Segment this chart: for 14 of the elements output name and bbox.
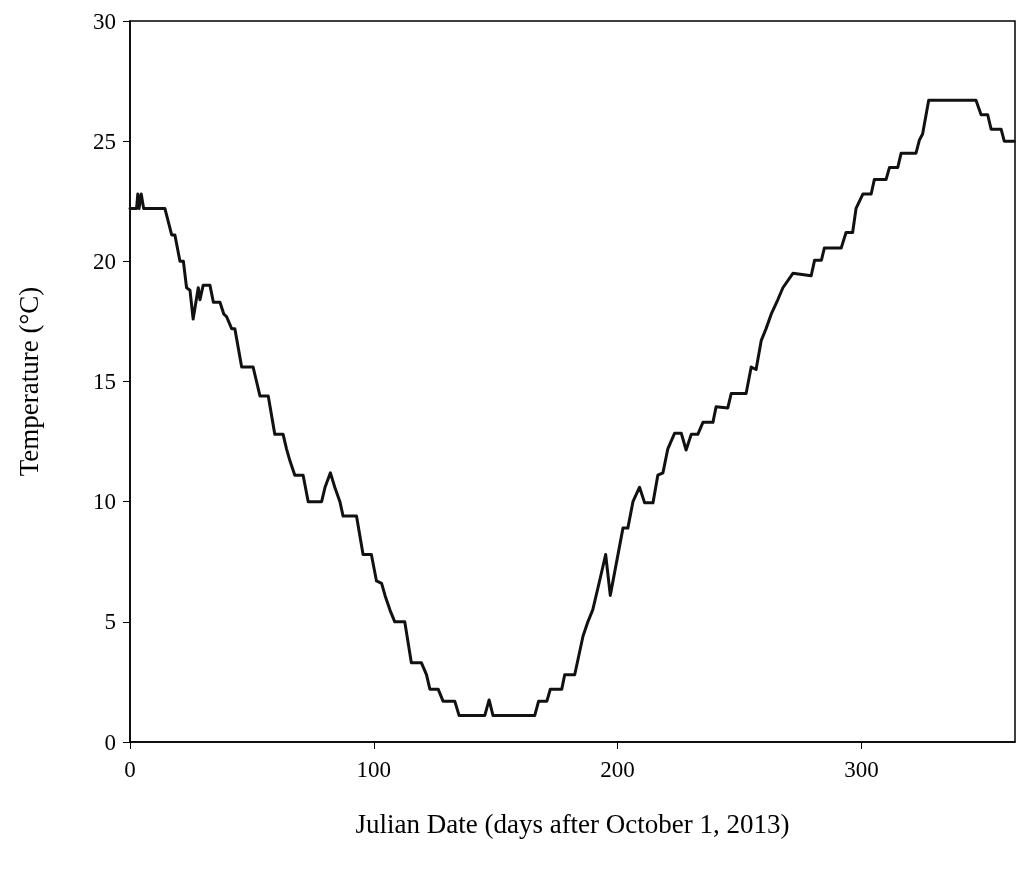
y-tick-label: 0 <box>104 729 116 755</box>
y-tick-label: 25 <box>93 128 116 154</box>
y-tick-label: 15 <box>93 369 116 394</box>
y-axis-title: Temperature (°C) <box>13 286 44 477</box>
y-tick-label: 20 <box>93 248 116 274</box>
x-tick-label: 200 <box>600 757 635 782</box>
y-tick-label: 5 <box>104 609 116 635</box>
y-tick-label: 30 <box>93 8 116 34</box>
x-tick-label: 0 <box>124 757 136 782</box>
x-tick-label: 100 <box>356 757 392 782</box>
x-tick-label: 300 <box>844 757 879 782</box>
x-axis-title: Julian Date (days after October 1, 2013) <box>355 808 790 839</box>
line-series <box>128 98 1016 718</box>
y-tick-label: 10 <box>93 489 116 515</box>
